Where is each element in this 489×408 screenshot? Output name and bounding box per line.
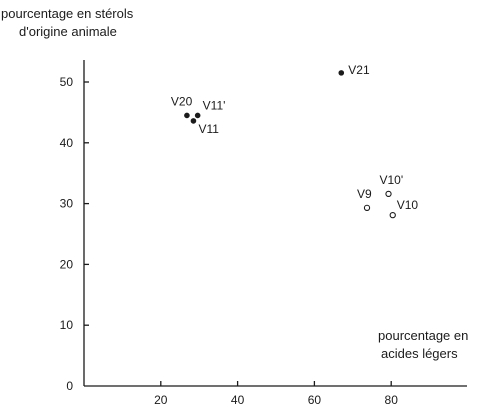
open-data-point bbox=[385, 190, 392, 198]
filled-data-point bbox=[338, 70, 345, 76]
point-label: V9 bbox=[357, 187, 372, 201]
filled-data-point bbox=[190, 118, 197, 124]
filled-data-point bbox=[184, 112, 190, 119]
x-tick-label: 40 bbox=[231, 393, 245, 407]
point-label: V11' bbox=[203, 98, 226, 112]
x-axis-title-line-2: acides légers bbox=[381, 346, 458, 361]
y-tick-label: 30 bbox=[60, 197, 74, 211]
point-label: V21 bbox=[348, 63, 370, 77]
y-axis-title-line-1: pourcentage en stérols bbox=[1, 6, 134, 21]
y-tick-label: 0 bbox=[66, 379, 73, 393]
open-data-point bbox=[363, 204, 371, 212]
filled-data-point bbox=[194, 112, 201, 119]
point-label: V10 bbox=[397, 198, 419, 212]
x-tick-label: 60 bbox=[308, 393, 322, 407]
axes bbox=[83, 60, 467, 387]
y-tick-label: 50 bbox=[60, 75, 74, 89]
y-axis-title-line-2: d'origine animale bbox=[19, 24, 117, 39]
point-label: V20 bbox=[171, 94, 193, 108]
x-tick-label: 80 bbox=[385, 393, 399, 407]
y-tick-label: 20 bbox=[60, 257, 74, 271]
y-tick-label: 40 bbox=[60, 136, 74, 150]
y-tick-label: 10 bbox=[60, 318, 74, 332]
data-points: V20 V11' V11 V21 V9 V10' V10 bbox=[171, 63, 419, 219]
ticks: 0 10 20 30 40 50 20 40 60 80 bbox=[60, 75, 399, 407]
point-label: V11 bbox=[198, 122, 219, 136]
x-tick-label: 20 bbox=[154, 393, 168, 407]
x-axis-title-line-1: pourcentage en bbox=[378, 328, 468, 343]
point-label: V10' bbox=[380, 173, 404, 187]
open-data-point bbox=[389, 212, 396, 219]
